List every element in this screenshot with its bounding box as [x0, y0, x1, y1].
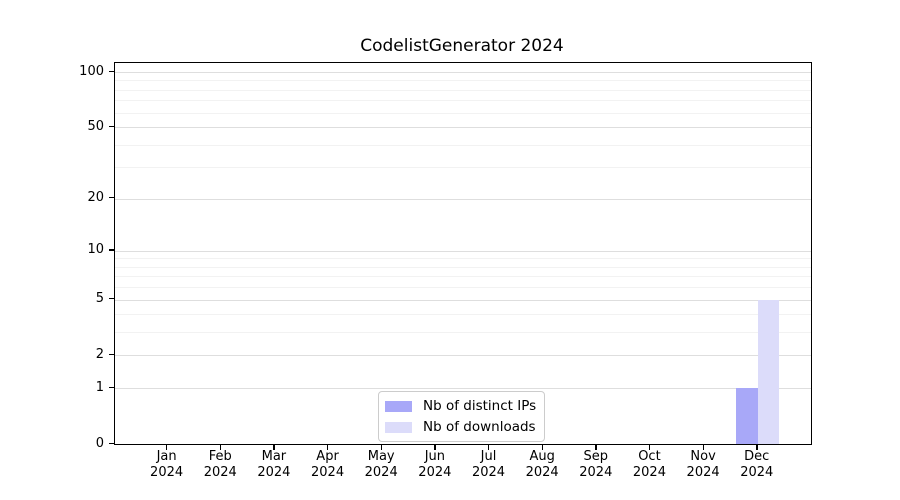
- legend-label-distinct-ips: Nb of distinct IPs: [423, 398, 537, 414]
- y-tick-label: 2: [95, 346, 104, 362]
- major-gridline: [115, 72, 811, 73]
- x-tick-mark: [648, 444, 651, 450]
- minor-gridline: [115, 89, 811, 91]
- y-tick-mark: [109, 386, 114, 388]
- x-tick-label: Aug 2024: [525, 449, 559, 480]
- x-tick-mark: [166, 444, 168, 450]
- y-tick-mark: [109, 125, 114, 127]
- chart-title: CodelistGenerator 2024: [360, 36, 564, 56]
- minor-gridline: [115, 287, 811, 289]
- y-tick-label: 20: [87, 190, 104, 206]
- bar-dec-series0: [736, 388, 758, 444]
- legend-entry-distinct-ips: Nb of distinct IPs: [385, 397, 536, 415]
- legend-entry-downloads: Nb of downloads: [385, 418, 536, 436]
- y-tick-label: 50: [87, 118, 104, 134]
- x-tick-mark: [219, 444, 222, 450]
- y-tick-mark: [109, 298, 114, 300]
- legend-swatch-downloads: [385, 421, 412, 433]
- y-tick-label: 0: [95, 435, 104, 451]
- y-tick-mark: [109, 70, 114, 72]
- x-tick-mark: [595, 444, 597, 450]
- major-gridline: [115, 250, 811, 252]
- legend-label-downloads: Nb of downloads: [423, 419, 536, 435]
- x-tick-label: Jun 2024: [418, 449, 452, 480]
- minor-gridline: [115, 167, 811, 169]
- y-tick-label: 5: [95, 291, 104, 307]
- x-tick-mark: [756, 444, 758, 450]
- major-gridline: [115, 355, 811, 357]
- y-tick-label: 1: [95, 379, 104, 395]
- y-tick-label: 10: [87, 242, 104, 258]
- major-gridline: [115, 388, 811, 390]
- x-tick-label: Oct 2024: [632, 449, 666, 480]
- bar-dec-series1: [757, 299, 780, 444]
- x-tick-label: Jan 2024: [150, 449, 184, 480]
- x-tick-mark: [541, 444, 543, 450]
- minor-gridline: [115, 144, 811, 146]
- x-tick-mark: [702, 444, 704, 450]
- minor-gridline: [115, 100, 811, 102]
- x-tick-label: Mar 2024: [257, 449, 291, 480]
- major-gridline: [115, 299, 811, 301]
- y-tick-mark: [109, 197, 114, 199]
- minor-gridline: [115, 112, 811, 114]
- major-gridline: [115, 127, 811, 129]
- y-tick-mark: [109, 249, 114, 251]
- x-tick-label: Nov 2024: [686, 449, 720, 480]
- minor-gridline: [115, 276, 811, 278]
- y-tick-mark: [109, 353, 114, 356]
- y-tick-label: 100: [79, 63, 104, 79]
- x-tick-label: Dec 2024: [740, 449, 774, 480]
- legend-swatch-distinct-ips: [385, 400, 412, 412]
- x-tick-mark: [434, 444, 436, 450]
- x-tick-mark: [488, 444, 490, 450]
- minor-gridline: [115, 314, 811, 316]
- x-tick-label: Apr 2024: [311, 449, 345, 480]
- x-tick-mark: [327, 444, 329, 450]
- major-gridline: [115, 198, 811, 200]
- x-tick-label: Sep 2024: [579, 449, 613, 480]
- minor-gridline: [115, 266, 811, 268]
- x-tick-label: Feb 2024: [203, 449, 237, 480]
- x-tick-mark: [380, 444, 382, 450]
- x-tick-label: Jul 2024: [471, 449, 506, 480]
- minor-gridline: [115, 80, 811, 82]
- x-tick-label: May 2024: [364, 449, 398, 480]
- y-tick-mark: [109, 442, 114, 444]
- legend: Nb of distinct IPs Nb of downloads: [378, 391, 546, 442]
- minor-gridline: [115, 332, 811, 334]
- x-tick-mark: [273, 444, 275, 450]
- minor-gridline: [115, 258, 811, 260]
- plot-area: [114, 62, 812, 445]
